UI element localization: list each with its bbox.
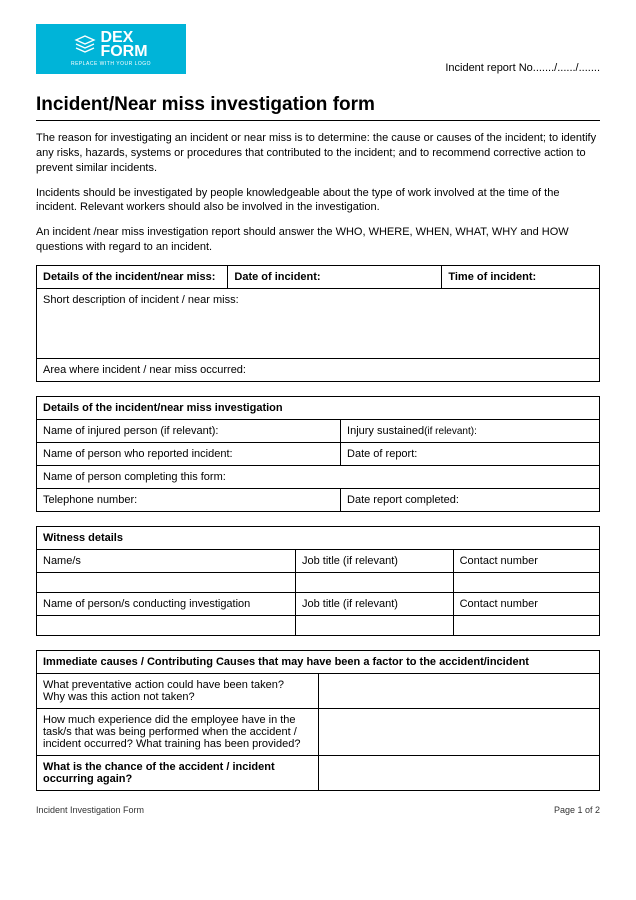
logo-tagline: REPLACE WITH YOUR LOGO bbox=[71, 61, 151, 67]
label-job-title-2: Job title (if relevant) bbox=[295, 592, 453, 615]
logo: DEXFORM REPLACE WITH YOUR LOGO bbox=[36, 24, 186, 74]
field-area[interactable]: Area where incident / near miss occurred… bbox=[37, 358, 600, 381]
investigation-details-table: Details of the incident/near miss invest… bbox=[36, 396, 600, 512]
field-q3-answer[interactable] bbox=[318, 755, 600, 790]
field-date-completed[interactable]: Date report completed: bbox=[341, 488, 600, 511]
label-q1: What preventative action could have been… bbox=[37, 673, 319, 708]
field-date-report[interactable]: Date of report: bbox=[341, 442, 600, 465]
page-title: Incident/Near miss investigation form bbox=[36, 94, 600, 116]
label-contact: Contact number bbox=[453, 549, 599, 572]
label-q2: How much experience did the employee hav… bbox=[37, 708, 319, 755]
label-details: Details of the incident/near miss: bbox=[37, 265, 228, 288]
field-completing[interactable]: Name of person completing this form: bbox=[37, 465, 600, 488]
intro-p2: Incidents should be investigated by peop… bbox=[36, 186, 600, 216]
label-causes-header: Immediate causes / Contributing Causes t… bbox=[37, 650, 600, 673]
field-investigator-job[interactable] bbox=[295, 615, 453, 635]
incident-details-table: Details of the incident/near miss: Date … bbox=[36, 265, 600, 382]
label-conducting: Name of person/s conducting investigatio… bbox=[37, 592, 296, 615]
intro-text: The reason for investigating an incident… bbox=[36, 131, 600, 255]
field-q1-answer[interactable] bbox=[318, 673, 600, 708]
field-witness-job[interactable] bbox=[295, 572, 453, 592]
page-footer: Incident Investigation Form Page 1 of 2 bbox=[36, 805, 600, 815]
field-q2-answer[interactable] bbox=[318, 708, 600, 755]
stack-icon bbox=[74, 34, 96, 57]
label-q3: What is the chance of the accident / inc… bbox=[37, 755, 319, 790]
field-witness-name[interactable] bbox=[37, 572, 296, 592]
footer-left: Incident Investigation Form bbox=[36, 805, 144, 815]
title-rule bbox=[36, 120, 600, 121]
witness-table: Witness details Name/s Job title (if rel… bbox=[36, 526, 600, 636]
causes-table: Immediate causes / Contributing Causes t… bbox=[36, 650, 600, 791]
label-contact-2: Contact number bbox=[453, 592, 599, 615]
label-witness-header: Witness details bbox=[37, 526, 600, 549]
field-investigator-contact[interactable] bbox=[453, 615, 599, 635]
label-investigation-header: Details of the incident/near miss invest… bbox=[37, 396, 600, 419]
field-investigator-name[interactable] bbox=[37, 615, 296, 635]
label-names: Name/s bbox=[37, 549, 296, 572]
field-telephone[interactable]: Telephone number: bbox=[37, 488, 341, 511]
logo-text: DEXFORM bbox=[100, 31, 147, 60]
footer-right: Page 1 of 2 bbox=[554, 805, 600, 815]
label-date-incident: Date of incident: bbox=[228, 265, 442, 288]
label-time-incident: Time of incident: bbox=[442, 265, 600, 288]
report-number: Incident report No......./....../....... bbox=[445, 62, 600, 74]
field-injury-sustained[interactable]: Injury sustained(if relevant): bbox=[341, 419, 600, 442]
field-reported-by[interactable]: Name of person who reported incident: bbox=[37, 442, 341, 465]
field-injured-name[interactable]: Name of injured person (if relevant): bbox=[37, 419, 341, 442]
label-job-title: Job title (if relevant) bbox=[295, 549, 453, 572]
intro-p3: An incident /near miss investigation rep… bbox=[36, 225, 600, 255]
field-witness-contact[interactable] bbox=[453, 572, 599, 592]
intro-p1: The reason for investigating an incident… bbox=[36, 131, 600, 176]
header-row: DEXFORM REPLACE WITH YOUR LOGO Incident … bbox=[36, 24, 600, 74]
field-short-desc[interactable]: Short description of incident / near mis… bbox=[37, 288, 600, 358]
